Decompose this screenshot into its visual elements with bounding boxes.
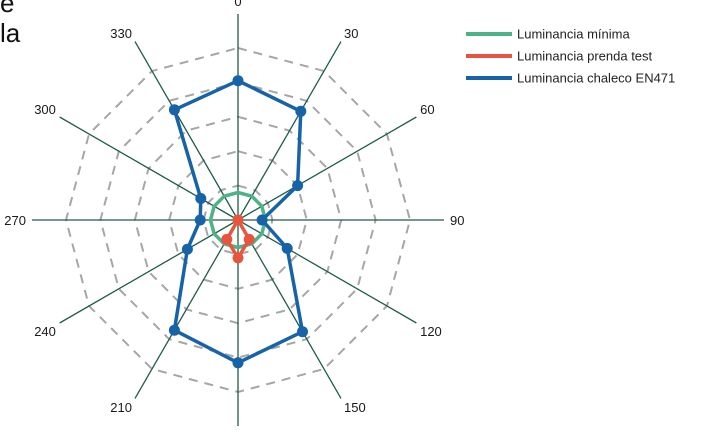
radial-axis: [59, 219, 239, 324]
angle-label: 330: [110, 26, 132, 41]
angle-label: 90: [450, 213, 464, 228]
data-point: [297, 326, 308, 338]
radial-axis: [134, 219, 239, 399]
cut-off-heading-line-2: la: [0, 18, 21, 48]
data-point: [292, 180, 304, 192]
angle-label: 150: [344, 400, 366, 415]
angle-label: 300: [34, 102, 56, 117]
data-point: [232, 75, 244, 87]
series-3: [168, 75, 308, 369]
series-line: [208, 190, 268, 250]
angle-label: 270: [4, 213, 26, 228]
data-point: [256, 214, 268, 226]
legend-item: Luminancia prenda test: [466, 49, 653, 64]
radial-axis: [59, 116, 239, 221]
data-point: [281, 242, 293, 254]
cut-off-heading-line-1: e: [0, 0, 15, 18]
data-point: [195, 193, 207, 204]
legend-item: Luminancia mínima: [466, 27, 630, 42]
angle-label: 0: [234, 0, 241, 9]
angle-label: 120: [420, 324, 442, 339]
data-point: [168, 104, 180, 116]
angle-labels: 0 30 60 90 120 150 180 210 240 270 300 330: [4, 0, 464, 432]
radial-axis: [237, 219, 342, 399]
data-point: [194, 214, 206, 226]
series-2: [221, 218, 255, 264]
angle-label: 240: [34, 324, 56, 339]
data-point: [232, 357, 244, 369]
angle-label: 30: [344, 26, 358, 41]
legend-label: Luminancia prenda test: [517, 49, 653, 64]
radial-axis: [237, 41, 342, 221]
legend-item: Luminancia chaleco EN471: [466, 71, 675, 86]
data-point: [243, 233, 255, 245]
radial-axis: [237, 219, 417, 324]
series-1: [208, 190, 268, 250]
angle-label: 210: [110, 400, 132, 415]
legend-label: Luminancia mínima: [517, 27, 630, 42]
data-point: [181, 243, 193, 255]
angle-label: 180: [227, 430, 249, 432]
legend-label: Luminancia chaleco EN471: [517, 71, 675, 86]
data-point: [221, 233, 233, 245]
angle-label: 60: [420, 102, 434, 117]
legend: Luminancia mínima Luminancia prenda test L…: [466, 27, 675, 86]
data-point: [232, 214, 244, 226]
data-point: [168, 324, 180, 336]
radial-axis: [237, 116, 417, 221]
series-layer: [168, 75, 308, 369]
data-point: [295, 105, 307, 117]
radial-axis: [134, 41, 239, 221]
data-point: [232, 252, 244, 264]
